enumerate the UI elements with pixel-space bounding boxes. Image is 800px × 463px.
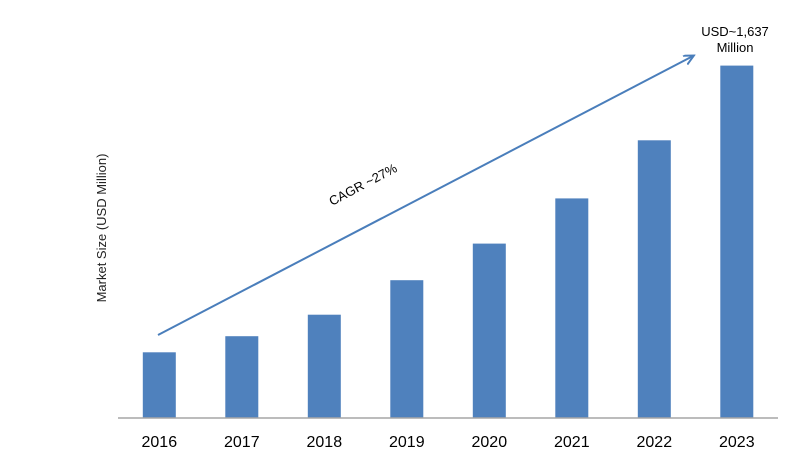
cagr-label: CAGR ~27%: [326, 160, 399, 209]
x-tick-2020: 2020: [472, 434, 508, 451]
bar-2021: [555, 198, 589, 418]
bar-2020: [472, 243, 506, 418]
x-tick-2017: 2017: [224, 434, 260, 451]
x-tick-2018: 2018: [307, 434, 343, 451]
x-tick-2023: 2023: [719, 434, 755, 451]
cagr-arrow: [157, 56, 693, 336]
y-axis-label: Market Size (USD Million): [94, 154, 109, 303]
x-tick-2022: 2022: [637, 434, 673, 451]
bar-2017: [225, 336, 259, 418]
bar-2022: [637, 140, 671, 419]
bar-2016: [142, 352, 176, 418]
x-tick-2016: 2016: [142, 434, 178, 451]
last-value-label-line1: USD~1,637: [701, 24, 769, 39]
bars-group: [142, 65, 754, 419]
bar-2019: [390, 280, 424, 418]
last-value-label-line2: Million: [717, 40, 754, 55]
x-tick-labels: 2016 2017 2018 2019 2020 2021 2022 2023: [142, 434, 755, 451]
x-tick-2019: 2019: [389, 434, 425, 451]
bar-2018: [307, 314, 341, 418]
bar-2023: [720, 65, 754, 418]
x-tick-2021: 2021: [554, 434, 590, 451]
